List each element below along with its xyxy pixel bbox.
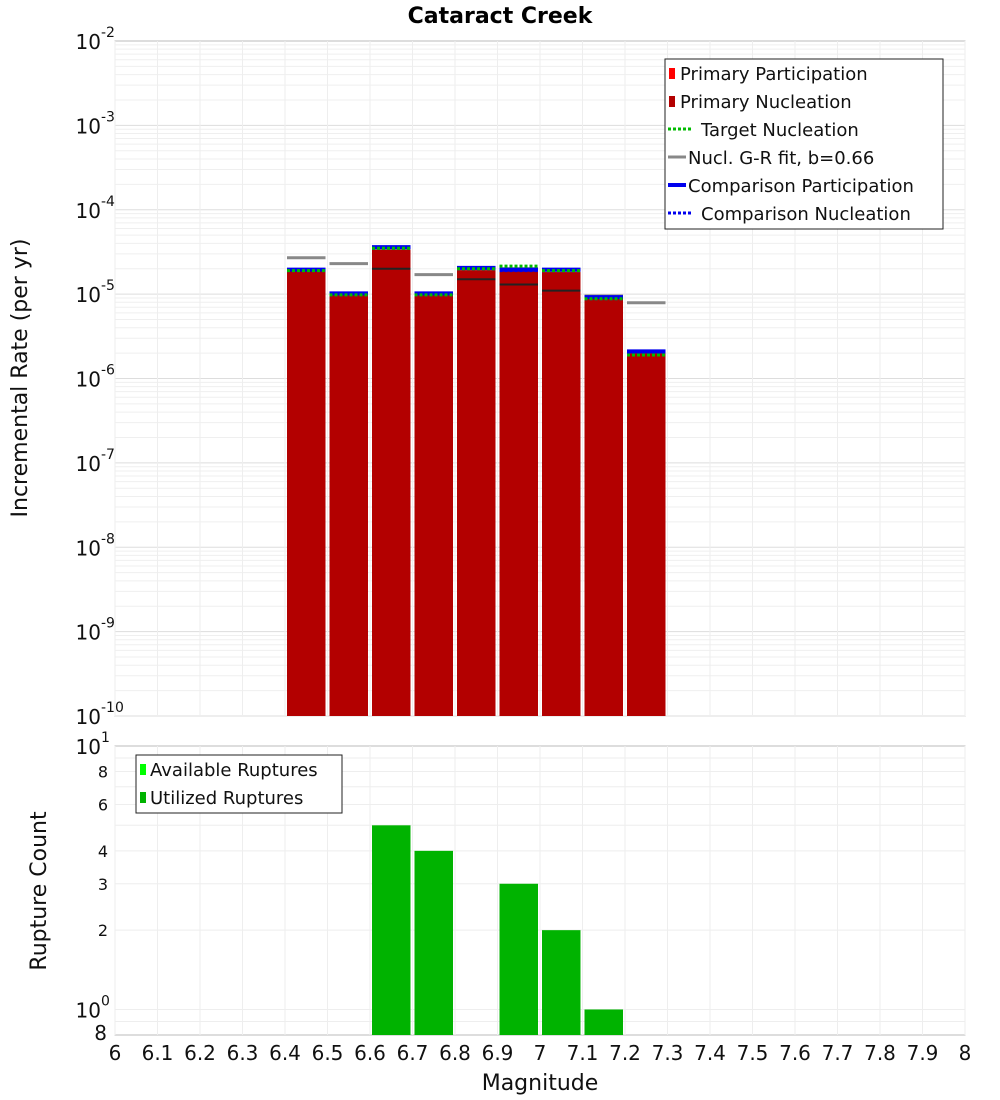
bottom-legend-box	[135, 754, 343, 814]
utilized-ruptures-bar	[414, 850, 453, 1035]
x-tick-label: 6.3	[227, 1041, 259, 1065]
top-y-tick-exponent: -7	[101, 447, 115, 463]
top-bars	[287, 248, 666, 717]
primary-nucleation-bar	[414, 294, 453, 716]
x-tick-label: 6.2	[184, 1041, 216, 1065]
primary-nucleation-bar	[329, 294, 368, 716]
x-tick-label: 7.1	[567, 1041, 599, 1065]
legend-swatch-available-ruptures	[140, 764, 146, 775]
bottom-y-tick-label: 3	[98, 875, 108, 894]
top-y-tick-label: 10	[76, 705, 101, 729]
x-tick-label: 6.9	[482, 1041, 514, 1065]
top-y-tick-label: 10	[76, 199, 101, 223]
primary-nucleation-bar	[584, 298, 623, 716]
x-tick-label: 7.5	[737, 1041, 769, 1065]
bottom-y-tick-label: 6	[98, 795, 108, 814]
x-tick-label: 6.8	[439, 1041, 471, 1065]
bottom-y-tick-label: 10	[76, 998, 101, 1022]
x-tick-label: 6.5	[312, 1041, 344, 1065]
top-y-tick-label: 10	[76, 452, 101, 476]
bottom-y-tick-label: 8	[98, 763, 108, 782]
bottom-y-axis-label: Rupture Count	[27, 811, 52, 971]
bottom-y-tick-label: 10	[76, 735, 101, 759]
top-y-tick-exponent: -6	[101, 363, 115, 379]
x-tick-label: 7.8	[864, 1041, 896, 1065]
legend-gr-fit: Nucl. G-R fit, b=0.66	[688, 148, 874, 169]
top-lines	[287, 245, 666, 357]
legend-swatch-primary-nucleation	[669, 96, 675, 107]
x-tick-label: 6.4	[269, 1041, 301, 1065]
bottom-y-tick-label: 2	[98, 921, 108, 940]
x-axis-label: Magnitude	[482, 1071, 599, 1096]
legend-comparison-participation: Comparison Participation	[688, 176, 914, 197]
top-y-tick-exponent: -3	[101, 109, 115, 125]
primary-nucleation-bar	[457, 268, 496, 716]
top-y-tick-exponent: -2	[101, 25, 115, 41]
x-tick-label: 6	[109, 1041, 122, 1065]
utilized-ruptures-bar	[499, 883, 538, 1035]
primary-nucleation-bar	[372, 248, 411, 717]
top-y-tick-label: 10	[76, 621, 101, 645]
legend-target-nucleation: Target Nucleation	[700, 120, 859, 141]
legend-swatch-primary-participation	[669, 68, 675, 79]
bottom-y-tick-exponent: 0	[101, 993, 110, 1009]
top-y-tick-exponent: -9	[101, 616, 115, 632]
x-tick-label: 7.6	[779, 1041, 811, 1065]
top-y-tick-label: 10	[76, 368, 101, 392]
top-y-tick-label: 10	[76, 114, 101, 138]
x-tick-label: 8	[959, 1041, 972, 1065]
top-y-tick-exponent: -5	[101, 278, 115, 294]
top-y-tick-label: 10	[76, 30, 101, 54]
top-y-tick-exponent: -10	[101, 700, 124, 716]
legend-primary-participation: Primary Participation	[680, 64, 868, 85]
utilized-ruptures-bar	[584, 1009, 623, 1035]
x-tick-label: 7	[534, 1041, 547, 1065]
chart-title: Cataract Creek	[408, 4, 594, 29]
bottom-y-tick-exponent: 1	[101, 730, 110, 746]
x-tick-label: 7.2	[609, 1041, 641, 1065]
top-y-tick-label: 10	[76, 536, 101, 560]
utilized-ruptures-bar	[542, 930, 581, 1035]
bottom-y-tick-label: 4	[98, 842, 108, 861]
bottom-x-ticks: 6 6.1 6.2 6.3 6.4 6.5 6.6 6.7 6.8 6.9 7 7.1 7.2 7.3 7.…	[109, 1041, 972, 1065]
top-y-tick-exponent: -8	[101, 531, 115, 547]
x-tick-label: 7.9	[907, 1041, 939, 1065]
top-y-tick-exponent: -4	[101, 194, 115, 210]
top-legend-box	[664, 58, 944, 230]
utilized-ruptures-bar	[372, 825, 411, 1035]
x-tick-label: 6.1	[142, 1041, 174, 1065]
legend-comparison-nucleation: Comparison Nucleation	[701, 204, 911, 225]
x-tick-label: 7.3	[652, 1041, 684, 1065]
legend-available-ruptures: Available Ruptures	[150, 760, 318, 781]
bottom-legend: Available Ruptures Utilized Ruptures	[135, 754, 343, 814]
legend-utilized-ruptures: Utilized Ruptures	[150, 788, 303, 809]
bottom-y-tick-label: 8	[94, 1021, 107, 1045]
x-tick-label: 7.4	[694, 1041, 726, 1065]
x-tick-label: 6.6	[354, 1041, 386, 1065]
bottom-bars	[372, 825, 623, 1035]
x-tick-label: 7.7	[822, 1041, 854, 1065]
top-y-tick-label: 10	[76, 283, 101, 307]
primary-nucleation-bar	[627, 353, 666, 716]
legend-primary-nucleation: Primary Nucleation	[680, 92, 852, 113]
top-y-axis-label: Incremental Rate (per yr)	[8, 239, 33, 518]
top-legend: Primary Participation Primary Nucleation…	[664, 58, 944, 230]
primary-nucleation-bar	[287, 270, 326, 716]
primary-nucleation-bar	[542, 270, 581, 716]
primary-nucleation-bar	[499, 270, 538, 716]
legend-swatch-utilized-ruptures	[140, 792, 146, 803]
x-tick-label: 6.7	[397, 1041, 429, 1065]
